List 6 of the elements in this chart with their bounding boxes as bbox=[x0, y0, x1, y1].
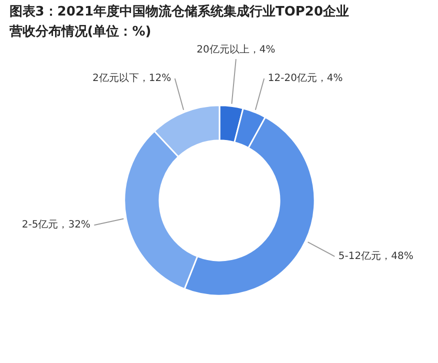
slice-label: 5-12亿元，48% bbox=[338, 250, 414, 262]
slice-label: 2亿元以下，12% bbox=[92, 72, 172, 84]
chart-title: 图表3：2021年度中国物流仓储系统集成行业TOP20企业营收分布情况(单位：%) bbox=[8, 3, 350, 40]
slice-label: 12-20亿元，4% bbox=[268, 72, 343, 84]
slice-label: 2-5亿元，32% bbox=[22, 220, 90, 231]
slice-label: 20亿元以上，4% bbox=[196, 43, 276, 56]
